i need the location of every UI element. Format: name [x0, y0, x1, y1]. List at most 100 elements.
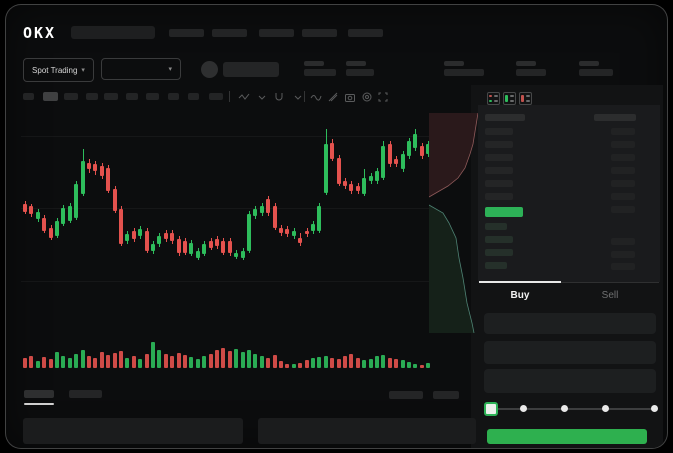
orderbook-amount-cell[interactable] [611, 193, 635, 200]
orderbook-ask-row[interactable] [485, 141, 513, 148]
orderbook-bid-row[interactable] [485, 236, 513, 243]
candle-body [330, 143, 335, 159]
slider-stop-dot[interactable] [520, 405, 527, 412]
settings-gear-icon[interactable] [361, 91, 373, 103]
volume-bar [189, 357, 194, 368]
chevron-down-icon: ▾ [81, 67, 85, 74]
volume-bar [170, 356, 175, 368]
indicator-zigzag-icon[interactable] [238, 91, 250, 103]
candle-body [23, 204, 27, 212]
bottom-tab-placeholder[interactable] [24, 390, 54, 398]
fullscreen-icon[interactable] [377, 91, 389, 103]
candle-body [375, 171, 379, 181]
orderbook-amount-cell[interactable] [611, 180, 635, 187]
orderbook-view-bids-icon[interactable] [503, 92, 516, 105]
timeframe-button[interactable] [126, 93, 138, 100]
candle-body [317, 206, 322, 231]
candle-body [80, 161, 85, 194]
bottom-tab-placeholder[interactable] [69, 390, 102, 398]
volume-bar [138, 359, 143, 368]
timeframe-button[interactable] [146, 93, 159, 100]
volume-bar [119, 351, 123, 368]
gridline [21, 136, 431, 137]
volume-bar [426, 363, 431, 368]
timeframe-button[interactable] [23, 93, 34, 100]
amount-slider-handle[interactable] [484, 402, 498, 416]
orderbook-ask-row[interactable] [485, 154, 513, 161]
nav-item-placeholder[interactable] [212, 29, 247, 37]
candle-body [381, 146, 386, 178]
timeframe-button[interactable] [104, 93, 118, 100]
market-type-dropdown[interactable]: Spot Trading ▾ [23, 58, 94, 82]
order-form-input[interactable] [484, 313, 656, 334]
gridline [21, 208, 431, 209]
volume-bar [221, 348, 226, 368]
orderbook-bid-row[interactable] [485, 223, 507, 230]
order-form-input[interactable] [484, 369, 656, 393]
timeframe-button[interactable] [64, 93, 78, 100]
candlestick-chart-canvas[interactable] [21, 111, 431, 339]
line-tool-icon[interactable] [310, 91, 322, 103]
candle-body [61, 208, 66, 224]
nav-item-placeholder[interactable] [348, 29, 383, 37]
volume-bar [227, 351, 232, 368]
volume-bar [144, 354, 149, 368]
volume-bar [355, 358, 360, 368]
order-form-input[interactable] [484, 341, 656, 364]
orderbook-bid-row[interactable] [485, 249, 513, 256]
candle-body [247, 214, 251, 251]
timeframe-button[interactable] [168, 93, 179, 100]
candle-body [112, 189, 117, 211]
market-type-label: Spot Trading [32, 65, 78, 75]
slider-stop-dot[interactable] [602, 405, 609, 412]
active-tab-indicator [479, 281, 561, 283]
orderbook-ask-row[interactable] [485, 180, 513, 187]
orderbook-amount-cell[interactable] [611, 154, 635, 161]
ruler-icon[interactable] [327, 91, 339, 103]
timeframe-button[interactable] [188, 93, 199, 100]
orderbook-amount-cell[interactable] [611, 206, 635, 213]
volume-bar [336, 359, 341, 368]
chevron-down-icon[interactable] [292, 91, 304, 103]
ticker-stat-label [579, 61, 599, 66]
orderbook-amount-cell[interactable] [611, 141, 635, 148]
tab-sell[interactable]: Sell [601, 290, 619, 301]
timeframe-button[interactable] [43, 92, 58, 101]
candle-body [163, 233, 168, 239]
bottom-action-placeholder[interactable] [389, 391, 423, 399]
orderbook-view-all-icon[interactable] [487, 92, 500, 105]
orderbook-ask-row[interactable] [485, 193, 513, 200]
nav-item-placeholder[interactable] [302, 29, 337, 37]
orderbook-amount-cell[interactable] [611, 167, 635, 174]
nav-item-placeholder[interactable] [169, 29, 204, 37]
bottom-action-placeholder[interactable] [433, 391, 459, 399]
orderbook-amount-cell[interactable] [611, 238, 635, 245]
orderbook-bid-row[interactable] [485, 262, 507, 269]
chevron-down-icon[interactable] [256, 91, 268, 103]
volume-bar [304, 360, 309, 368]
pair-dropdown[interactable]: ▾ [101, 58, 181, 80]
orderbook-ask-row[interactable] [485, 128, 513, 135]
orderbook-ask-row[interactable] [485, 167, 513, 174]
orderbook-view-asks-icon[interactable] [519, 92, 532, 105]
candle-body [343, 181, 347, 186]
pair-name-placeholder [223, 62, 279, 77]
camera-icon[interactable] [344, 91, 356, 103]
last-price-badge [485, 207, 523, 217]
orderbook-amount-cell[interactable] [611, 251, 635, 258]
tab-buy[interactable]: Buy [510, 290, 530, 301]
volume-bar [183, 355, 187, 368]
candle-body [144, 231, 149, 251]
slider-stop-dot[interactable] [561, 405, 568, 412]
slider-stop-dot[interactable] [651, 405, 658, 412]
buy-submit-button[interactable] [487, 429, 647, 444]
timeframe-button[interactable] [209, 93, 223, 100]
candle-body [106, 168, 111, 191]
nav-item-placeholder[interactable] [259, 29, 294, 37]
orderbook-amount-cell[interactable] [611, 263, 635, 270]
timeframe-button[interactable] [86, 93, 98, 100]
orderbook-amount-cell[interactable] [611, 128, 635, 135]
search-input[interactable] [71, 26, 155, 39]
amount-slider-track[interactable] [491, 408, 656, 410]
magnet-icon[interactable] [273, 91, 285, 103]
